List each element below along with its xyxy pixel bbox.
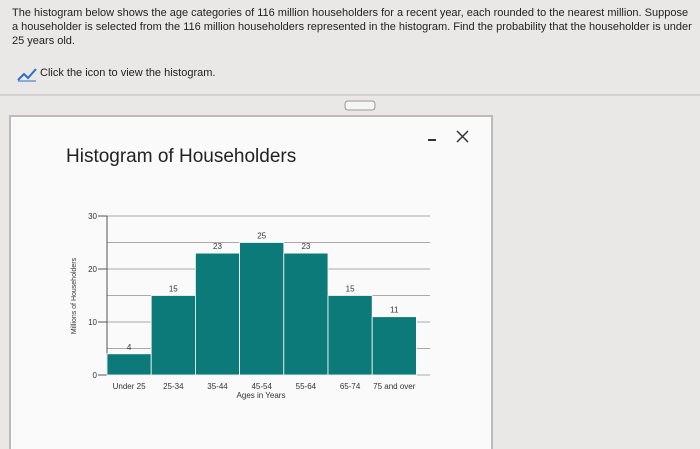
chart-icon[interactable]: [17, 68, 37, 81]
histogram-link[interactable]: Click the icon to view the histogram.: [40, 67, 216, 79]
x-tick-label: 75 and over: [373, 382, 416, 391]
data-label: 11: [390, 306, 399, 315]
data-label: 4: [127, 343, 132, 352]
y-tick-label: 30: [88, 212, 97, 221]
bar: [371, 316, 417, 376]
x-tick-label: 45-54: [251, 382, 272, 391]
bar: [194, 252, 240, 376]
x-tick-label: 65-74: [340, 382, 361, 391]
bar: [150, 295, 196, 376]
bar: [106, 353, 152, 376]
expand-button[interactable]: [344, 100, 376, 111]
x-axis-label: Ages in Years: [237, 391, 286, 400]
data-label: 25: [257, 232, 266, 241]
close-button[interactable]: [456, 130, 469, 143]
x-tick-label: Under 25: [113, 382, 146, 391]
bar: [239, 242, 285, 376]
y-tick-label: 0: [93, 371, 98, 380]
data-label: 15: [346, 285, 355, 294]
x-tick-label: 25-34: [163, 382, 184, 391]
y-axis-label: Millions of Householders: [71, 257, 78, 334]
data-label: 23: [301, 242, 310, 251]
y-tick-label: 10: [88, 318, 97, 327]
bar: [327, 295, 373, 376]
data-label: 15: [169, 285, 178, 294]
x-tick-label: 55-64: [296, 382, 317, 391]
y-tick-label: 20: [88, 265, 97, 274]
question: The histogram below shows the age catego…: [12, 7, 692, 47]
bar: [283, 252, 329, 376]
data-label: 23: [213, 242, 222, 251]
x-tick-label: 35-44: [207, 382, 228, 391]
chart-title: Histogram of Householders: [66, 146, 296, 167]
